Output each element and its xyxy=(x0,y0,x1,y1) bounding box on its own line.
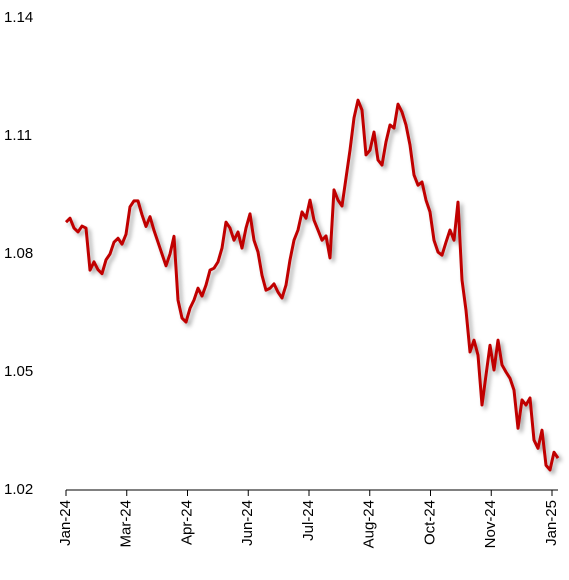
x-tick-label: Jul-24 xyxy=(300,500,317,541)
y-tick-label: 1.02 xyxy=(4,481,33,498)
x-tick-label: Nov-24 xyxy=(482,500,499,548)
x-tick-label: Oct-24 xyxy=(421,500,438,545)
x-tick-label: Jan-24 xyxy=(57,500,74,546)
data-line xyxy=(64,98,560,472)
y-tick-label: 1.14 xyxy=(4,9,33,26)
y-tick-label: 1.08 xyxy=(4,245,33,262)
x-tick-label: Aug-24 xyxy=(361,500,378,548)
y-tick-label: 1.11 xyxy=(4,127,32,144)
x-tick-label: Apr-24 xyxy=(178,500,195,545)
y-tick-label: 1.05 xyxy=(4,363,33,380)
x-tick-label: Jun-24 xyxy=(239,500,256,546)
x-tick-label: Mar-24 xyxy=(118,500,135,548)
x-tick-label: Jan-25 xyxy=(543,500,560,546)
